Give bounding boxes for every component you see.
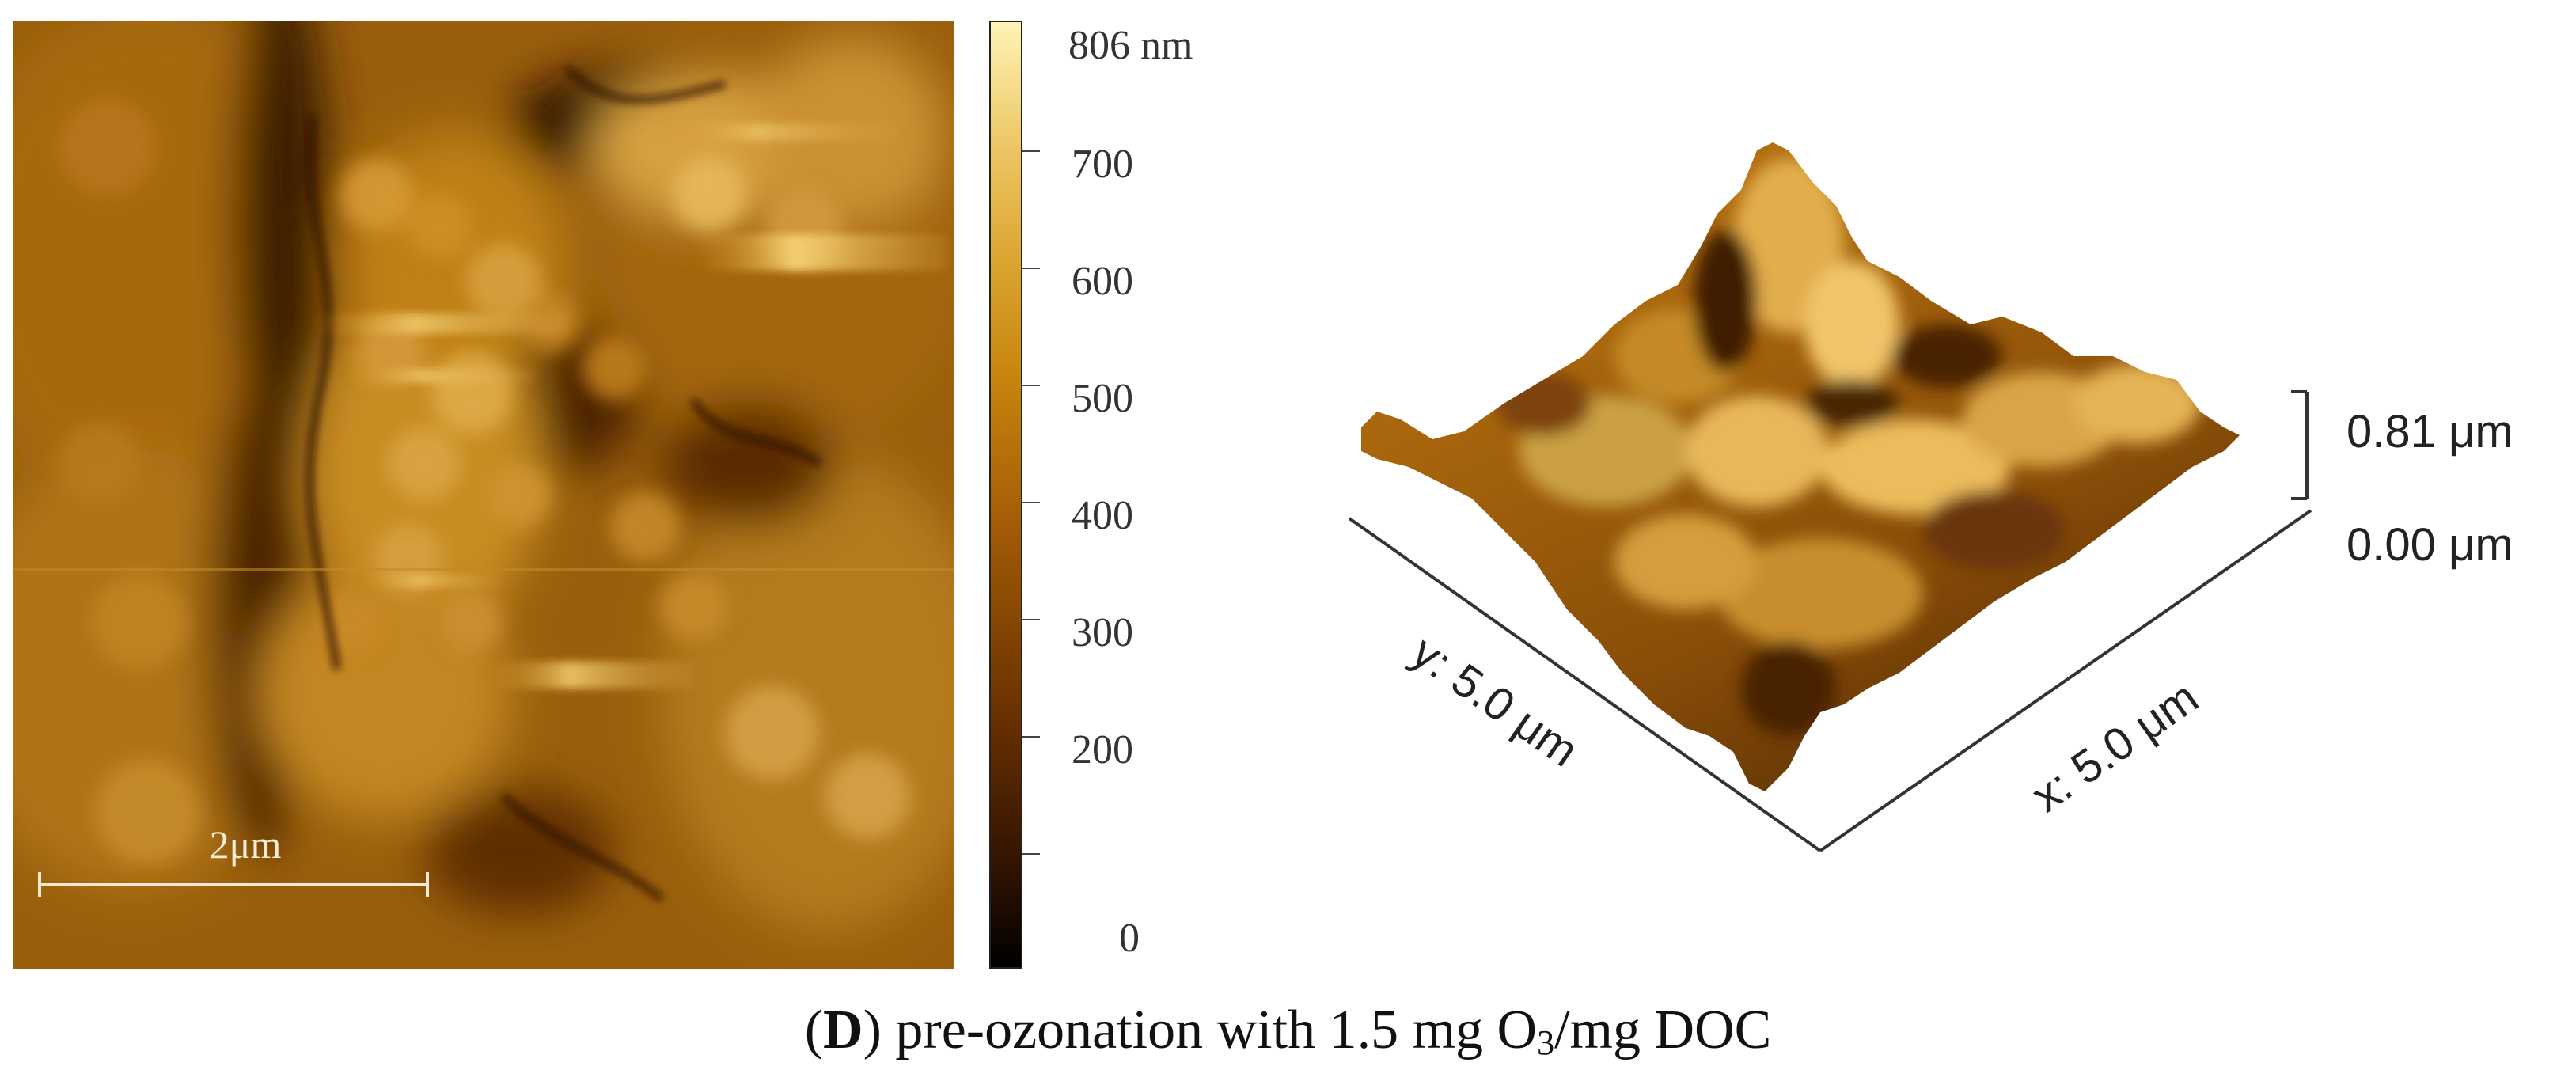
colorbar-tick xyxy=(1022,268,1040,269)
caption-panel-letter: D xyxy=(823,1000,863,1061)
figure-caption: (D) pre-ozonation with 1.5 mg O3/mg DOC xyxy=(804,1000,1772,1062)
colorbar-tick-label: 700 xyxy=(1072,142,1133,187)
colorbar-tick xyxy=(1022,385,1040,386)
colorbar-tick xyxy=(1022,736,1040,738)
height-colorbar xyxy=(989,21,1022,969)
z-axis-top-label: 0.81 μm xyxy=(2346,406,2513,457)
scale-bar-label: 2μm xyxy=(209,822,282,867)
surface-render xyxy=(1348,142,2312,852)
colorbar-tick xyxy=(1022,150,1040,152)
caption-text-end: /mg DOC xyxy=(1554,1000,1772,1061)
caption-text: ) pre-ozonation with 1.5 mg O xyxy=(863,1000,1538,1061)
colorbar-tick xyxy=(1022,853,1040,855)
box-axes xyxy=(1348,390,2312,852)
colorbar-tick-label: 400 xyxy=(1072,493,1133,538)
z-axis-bottom-label: 0.00 μm xyxy=(2346,519,2513,571)
height-map-image xyxy=(13,21,954,969)
colorbar-tick-label: 200 xyxy=(1072,727,1133,772)
colorbar-tick-label: 300 xyxy=(1072,610,1133,655)
colorbar-max-label: 806 nm xyxy=(1068,23,1193,68)
colorbar-tick-label: 0 xyxy=(1119,916,1140,961)
colorbar-tick xyxy=(1022,619,1040,620)
colorbar-tick-label: 600 xyxy=(1072,259,1133,304)
colorbar-tick xyxy=(1022,502,1040,503)
caption-subscript: 3 xyxy=(1537,1023,1555,1062)
colorbar-tick-label: 500 xyxy=(1072,376,1133,421)
afm-3d-surface xyxy=(1345,119,2576,910)
afm-height-map xyxy=(13,21,954,969)
scale-bar xyxy=(38,872,429,897)
